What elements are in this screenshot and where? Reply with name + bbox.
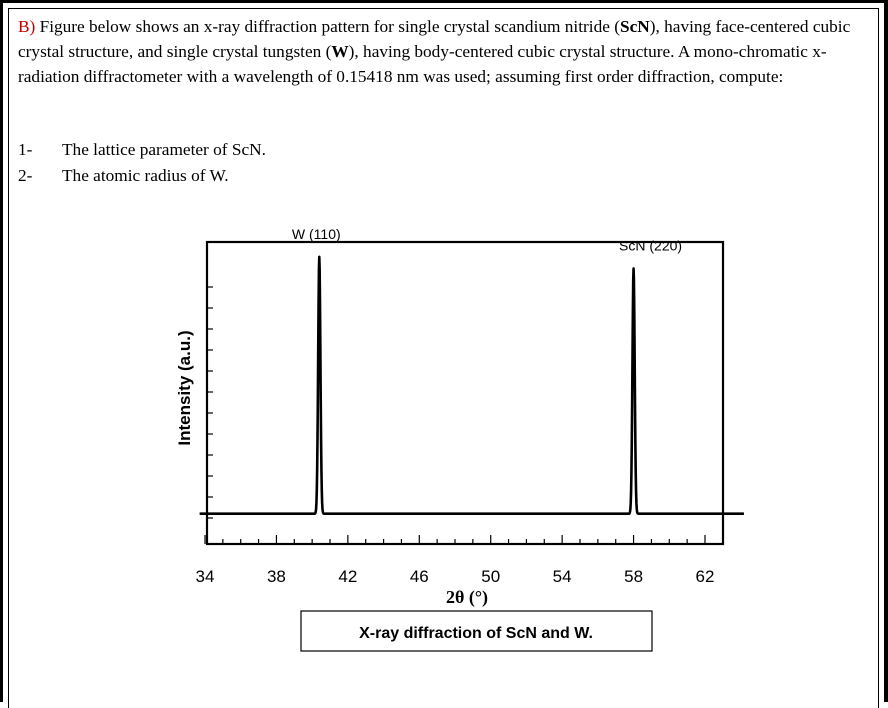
plot-frame xyxy=(205,240,725,546)
peak-label: W (110) xyxy=(292,226,341,242)
problem-text-2: ), having face-centered cubic crystal st… xyxy=(18,17,851,61)
question-item: 2- The atomic radius of W. xyxy=(18,163,266,189)
question-text: The lattice parameter of ScN. xyxy=(62,140,266,159)
problem-bold-scn: ScN xyxy=(619,17,650,36)
y-axis-label: Intensity (a.u.) xyxy=(175,330,194,445)
question-list: 1- The lattice parameter of ScN. 2- The … xyxy=(18,137,266,189)
x-tick-label: 54 xyxy=(553,567,572,586)
chart-caption: X-ray diffraction of ScN and W. xyxy=(359,625,593,642)
question-number: 2- xyxy=(18,166,33,185)
x-tick-label: 38 xyxy=(267,567,286,586)
peak-label: ScN (220) xyxy=(619,237,682,253)
x-tick-label: 62 xyxy=(696,567,715,586)
question-item: 1- The lattice parameter of ScN. xyxy=(18,137,266,163)
problem-prefix: B) xyxy=(18,17,36,36)
problem-statement: B) Figure below shows an x-ray diffracti… xyxy=(18,14,868,89)
inner-frame xyxy=(8,8,879,708)
question-number: 1- xyxy=(18,140,33,159)
question-text: The atomic radius of W. xyxy=(62,166,229,185)
x-tick-label: 58 xyxy=(624,567,643,586)
diffraction-pattern-line xyxy=(198,255,745,516)
y-tick-group xyxy=(207,286,213,519)
caption-box xyxy=(300,610,653,652)
x-tick-label-group: 34 38 42 46 50 54 58 62 xyxy=(196,567,715,586)
peak-label-group: W (110) ScN (220) xyxy=(292,226,682,254)
x-tick-label: 46 xyxy=(410,567,429,586)
x-tick-group xyxy=(204,535,706,544)
x-axis-label: 2θ (°) xyxy=(446,587,488,608)
x-tick-label: 50 xyxy=(481,567,500,586)
problem-text-1: Figure below shows an x-ray diffraction … xyxy=(35,17,620,36)
problem-text-3: ), having body-centered cubic crystal st… xyxy=(18,42,827,86)
x-tick-label: 34 xyxy=(196,567,215,586)
problem-bold-w: W xyxy=(331,42,349,61)
x-tick-label: 42 xyxy=(338,567,357,586)
